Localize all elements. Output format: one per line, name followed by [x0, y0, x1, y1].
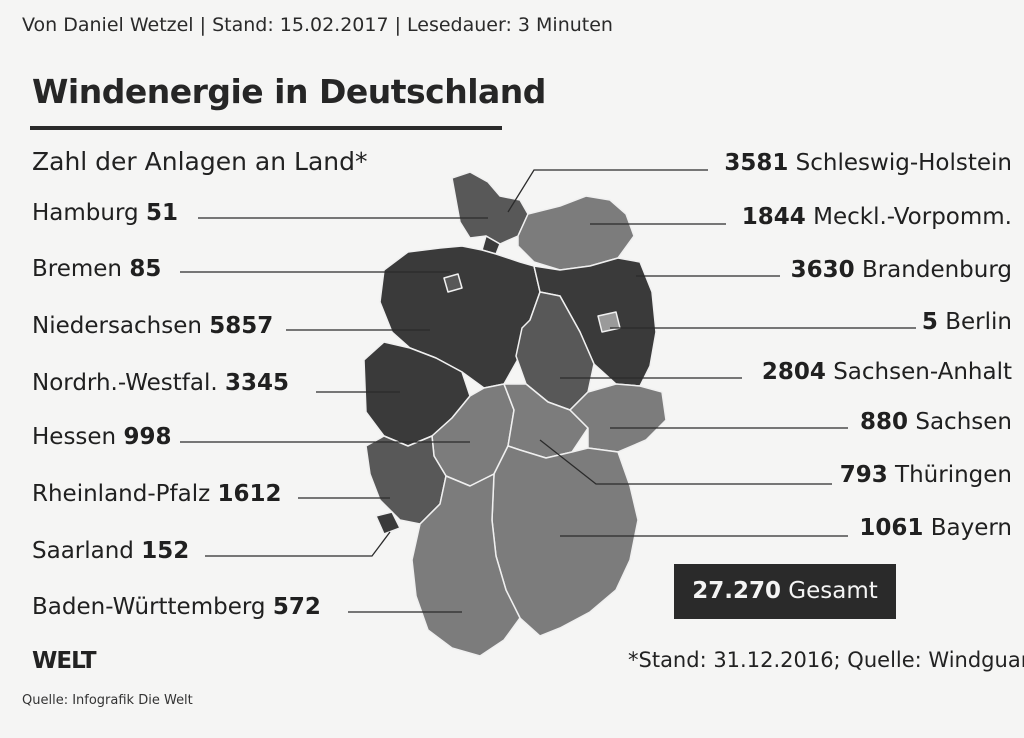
- label-niedersachsen: Niedersachsen 5857: [32, 313, 274, 339]
- label-hessen: Hessen 998: [32, 424, 172, 450]
- title-underline: [30, 126, 502, 130]
- state-sachsen: [569, 383, 667, 453]
- label-berlin: 5 Berlin: [921, 309, 1012, 335]
- label-sachsen: 880 Sachsen: [860, 409, 1012, 435]
- label-sachsen-anhalt: 2804 Sachsen-Anhalt: [761, 359, 1012, 385]
- state-saarland: [375, 511, 401, 535]
- label-mecklenburg-vorpommern: 1844 Meckl.-Vorpomm.: [741, 204, 1012, 230]
- label-hamburg: Hamburg 51: [32, 200, 178, 226]
- byline: Von Daniel Wetzel | Stand: 15.02.2017 | …: [22, 14, 613, 36]
- label-bremen: Bremen 85: [32, 256, 162, 282]
- label-brandenburg: 3630 Brandenburg: [790, 257, 1012, 283]
- infographic-title: Windenergie in Deutschland: [32, 72, 546, 111]
- label-baden-wuerttemberg: Baden-Württemberg 572: [32, 594, 321, 620]
- total-badge: 27.270 Gesamt: [674, 564, 896, 619]
- image-credit: Quelle: Infografik Die Welt: [22, 693, 193, 708]
- label-thueringen: 793 Thüringen: [839, 462, 1012, 488]
- label-schleswig-holstein: 3581 Schleswig-Holstein: [724, 150, 1012, 176]
- leader-lines-right: [507, 169, 916, 537]
- state-berlin: [597, 311, 621, 333]
- leader-lines-left: [180, 217, 488, 613]
- infographic-subtitle: Zahl der Anlagen an Land*: [32, 147, 368, 176]
- label-bayern: 1061 Bayern: [859, 515, 1012, 541]
- label-nordrhein-westfalen: Nordrh.-Westfal. 3345: [32, 370, 290, 396]
- welt-logo: WELT: [32, 648, 97, 674]
- label-rheinland-pfalz: Rheinland-Pfalz 1612: [32, 481, 282, 507]
- state-schleswig-holstein: [451, 171, 529, 245]
- label-saarland: Saarland 152: [32, 538, 190, 564]
- state-baden-wuerttemberg: [411, 473, 521, 657]
- state-bremen: [443, 273, 463, 293]
- footnote: *Stand: 31.12.2016; Quelle: Windguard: [628, 648, 1024, 672]
